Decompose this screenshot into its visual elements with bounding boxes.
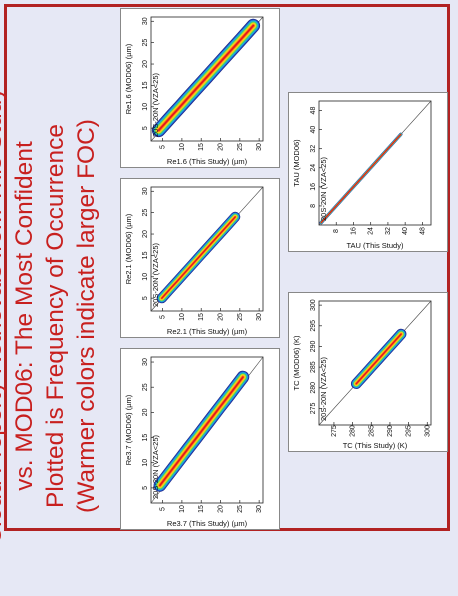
slide: Cloud Property Retrievals from This Stud… [0, 4, 450, 545]
y-tick-label: 10 [179, 313, 186, 321]
panel-label: 20S-20N (VZA<25) [319, 157, 328, 221]
x-tick-label: 40 [310, 126, 317, 134]
y-tick-label: 290 [387, 425, 394, 437]
y-tick-label: 16 [350, 227, 357, 235]
tc-scatter-panel: 275 280 285 290 295 300 275 280 285 290 295 300 TC (… [288, 292, 448, 452]
x-tick-label: 16 [310, 183, 317, 191]
y-axis-label: Re3.7 (This Study) (µm) [167, 519, 248, 528]
x-tick-label: 15 [142, 434, 149, 442]
x-tick-label: 20 [142, 230, 149, 238]
y-tick-label: 10 [179, 505, 186, 513]
x-tick-label: 295 [310, 320, 317, 332]
y-axis-label: Re1.6 (This Study) (µm) [167, 157, 248, 166]
x-axis-label: Re2.1 (MOD06) (µm) [124, 213, 133, 284]
y-tick-label: 275 [331, 425, 338, 437]
x-tick-label: 5 [142, 486, 149, 490]
y-tick-label: 15 [198, 143, 205, 151]
chart-svg: 275 280 285 290 295 300 275 280 285 290 295 300 TC (… [292, 299, 432, 450]
y-axis-label: TAU (This Study) [347, 241, 404, 250]
y-tick-label: 300 [424, 425, 431, 437]
chart-svg: 5 10 15 20 25 30 5 10 15 20 25 30 Re1.6 (MOD06) (µm)… [124, 16, 264, 166]
x-tick-label: 300 [310, 299, 317, 311]
x-tick-label: 285 [310, 361, 317, 373]
y-tick-label: 30 [256, 313, 263, 321]
re16-scatter-panel: 5 10 15 20 25 30 5 10 15 20 25 30 Re1.6 (MOD06) (µm)… [120, 8, 280, 168]
density-band-8 [157, 24, 255, 132]
x-tick-label: 25 [142, 39, 149, 47]
y-tick-label: 32 [385, 227, 392, 235]
density-band-8 [355, 333, 402, 385]
x-tick-label: 25 [142, 383, 149, 391]
y-axis-label: Re2.1 (This Study) (µm) [167, 327, 248, 336]
y-tick-label: 25 [237, 505, 244, 513]
title-line-2: vs. MOD06: The Most Confident [11, 141, 38, 491]
y-tick-label: 48 [419, 227, 426, 235]
x-tick-label: 30 [142, 187, 149, 195]
panel-label: 20S-20N (VZA<25) [151, 435, 160, 499]
panel-label: 20S-20N (VZA<25) [151, 243, 160, 307]
x-tick-label: 5 [142, 126, 149, 130]
title-line-4: (Warmer colors indicate larger FOC) [73, 119, 100, 513]
chart-svg: 5 10 15 20 25 30 5 10 15 20 25 30 Re2.1 (MOD06) (µm)… [124, 186, 264, 336]
y-tick-label: 24 [368, 227, 375, 235]
y-tick-label: 20 [218, 505, 225, 513]
x-tick-label: 10 [142, 459, 149, 467]
slide-title: Cloud Property Retrievals from This Stud… [0, 36, 102, 596]
x-tick-label: 25 [142, 209, 149, 217]
y-tick-label: 15 [198, 505, 205, 513]
density-band-8 [161, 216, 236, 299]
panel-label: 20S-20N (VZA<25) [151, 73, 160, 137]
y-tick-label: 295 [406, 425, 413, 437]
re21-scatter-panel: 5 10 15 20 25 30 5 10 15 20 25 30 Re2.1 (MOD06) (µm)… [120, 178, 280, 338]
y-tick-label: 8 [333, 229, 340, 233]
tau-scatter-panel: 8 16 24 32 40 48 8 16 24 32 40 48 TAU (MOD06) TAU (Th… [288, 92, 448, 252]
x-tick-label: 48 [310, 107, 317, 115]
y-tick-label: 280 [350, 425, 357, 437]
x-tick-label: 5 [142, 296, 149, 300]
density-band-8 [320, 133, 402, 224]
y-tick-label: 40 [402, 227, 409, 235]
x-tick-label: 32 [310, 145, 317, 153]
x-tick-label: 20 [142, 60, 149, 68]
chart-svg: 8 16 24 32 40 48 8 16 24 32 40 48 TAU (MOD06) TAU (Th… [292, 100, 432, 250]
x-axis-label: Re3.7 (MOD06) (µm) [124, 394, 133, 465]
y-axis-label: TC (This Study) (K) [343, 441, 408, 450]
re37-scatter-panel: 5 10 15 20 25 30 5 10 15 20 25 30 Re3.7 (MOD06) (µm)… [120, 348, 280, 530]
panel-label: 20S-20N (VZA<25) [319, 357, 328, 421]
x-tick-label: 30 [142, 358, 149, 366]
y-tick-label: 15 [198, 313, 205, 321]
title-line-1: Cloud Property Retrievals from This Stud… [0, 87, 7, 545]
y-tick-label: 25 [237, 313, 244, 321]
y-tick-label: 10 [179, 143, 186, 151]
x-tick-label: 290 [310, 341, 317, 353]
x-tick-label: 8 [310, 204, 317, 208]
x-tick-label: 10 [142, 273, 149, 281]
x-tick-label: 30 [142, 17, 149, 25]
y-tick-label: 20 [218, 313, 225, 321]
x-tick-label: 24 [310, 164, 317, 172]
x-tick-label: 10 [142, 103, 149, 111]
x-axis-label: Re1.6 (MOD06) (µm) [124, 43, 133, 114]
x-tick-label: 275 [310, 403, 317, 415]
y-tick-label: 5 [160, 145, 167, 149]
chart-svg: 5 10 15 20 25 30 5 10 15 20 25 30 Re3.7 (MOD06) (µm)… [124, 356, 264, 528]
y-tick-label: 5 [160, 315, 167, 319]
x-tick-label: 280 [310, 382, 317, 394]
title-line-3: Plotted is Frequency of Occurrence [42, 124, 69, 509]
x-axis-label: TC (MOD06) (K) [292, 335, 301, 391]
y-tick-label: 20 [218, 143, 225, 151]
x-axis-label: TAU (MOD06) [292, 139, 301, 187]
x-tick-label: 15 [142, 251, 149, 259]
y-tick-label: 5 [160, 507, 167, 511]
y-tick-label: 30 [256, 505, 263, 513]
x-tick-label: 20 [142, 408, 149, 416]
y-tick-label: 30 [256, 143, 263, 151]
y-tick-label: 285 [368, 425, 375, 437]
x-tick-label: 15 [142, 81, 149, 89]
density-band-8 [159, 376, 244, 487]
y-tick-label: 25 [237, 143, 244, 151]
